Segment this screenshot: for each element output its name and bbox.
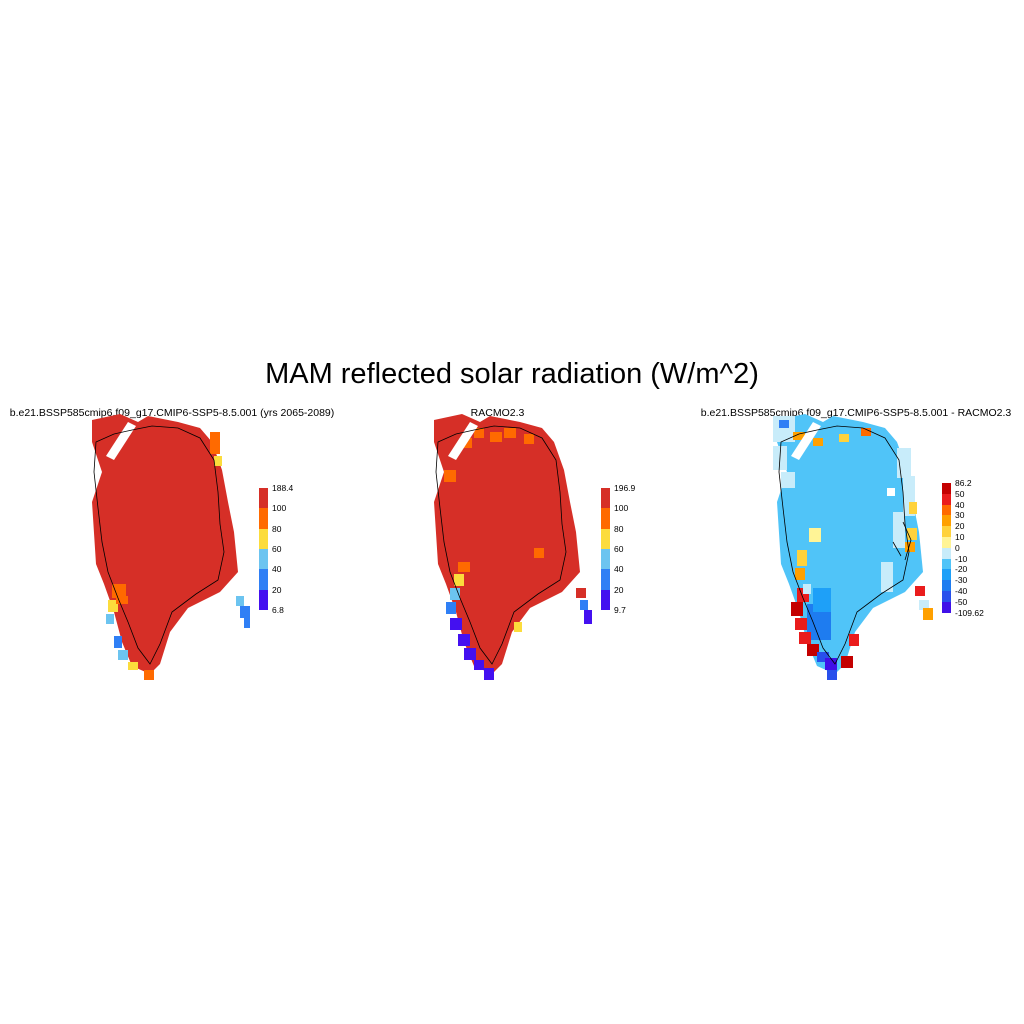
colorbar-label: 80 bbox=[272, 523, 282, 534]
colorbar-label: 86.2 bbox=[955, 478, 972, 488]
map-gap bbox=[448, 422, 478, 460]
colorbar-label: -20 bbox=[955, 564, 968, 575]
colorbar-swatch bbox=[601, 589, 610, 611]
colorbar-swatch bbox=[942, 601, 951, 614]
colorbar-swatch bbox=[259, 589, 268, 611]
colorbar-label: 10 bbox=[955, 532, 965, 542]
coastline bbox=[435, 425, 567, 665]
colorbar-swatch bbox=[601, 528, 610, 550]
colorbar-label: 50 bbox=[955, 488, 965, 499]
colorbar-label: -10 bbox=[955, 553, 968, 564]
colorbar-label: 9.7 bbox=[614, 604, 626, 615]
colorbar-swatch bbox=[259, 508, 268, 530]
colorbar-label: 60 bbox=[272, 543, 282, 554]
colorbar-label: 30 bbox=[955, 510, 965, 521]
colorbar-swatch bbox=[942, 526, 951, 538]
greenland-map-difference bbox=[773, 414, 933, 680]
colorbar-swatch bbox=[942, 483, 951, 495]
coastline-detail bbox=[892, 521, 912, 561]
colorbar-swatch bbox=[942, 558, 951, 570]
coastline bbox=[93, 425, 225, 665]
colorbar-label: 0 bbox=[955, 542, 960, 553]
colorbar-swatch bbox=[601, 488, 610, 509]
colorbar-label: 100 bbox=[272, 503, 287, 514]
colorbar-label: 100 bbox=[614, 503, 629, 514]
colorbar-label: 40 bbox=[272, 564, 282, 575]
colorbar-label: -40 bbox=[955, 586, 968, 596]
map-field bbox=[434, 414, 592, 680]
colorbar-swatch bbox=[942, 580, 951, 592]
colorbar-label: -50 bbox=[955, 596, 968, 607]
map-field bbox=[92, 414, 250, 680]
colorbar-label: -109.62 bbox=[955, 607, 984, 618]
colorbar-label: 20 bbox=[955, 521, 965, 532]
colorbar-label: -30 bbox=[955, 575, 968, 586]
greenland-map-racmo bbox=[434, 414, 592, 680]
colorbar-swatch bbox=[601, 569, 610, 590]
colorbar-label: 20 bbox=[614, 584, 624, 595]
colorbar-swatch bbox=[259, 528, 268, 550]
colorbar-label: 40 bbox=[614, 564, 624, 575]
colorbar-swatch bbox=[942, 515, 951, 527]
colorbar-swatch bbox=[601, 548, 610, 570]
colorbar-label: 80 bbox=[614, 523, 624, 534]
colorbar-label: 60 bbox=[614, 543, 624, 554]
colorbar-swatch bbox=[942, 547, 951, 560]
colorbar-label: 6.8 bbox=[272, 604, 284, 615]
colorbar-swatch bbox=[601, 508, 610, 530]
map-gap bbox=[791, 422, 821, 460]
colorbar-label: 20 bbox=[272, 584, 282, 595]
colorbar-swatch bbox=[259, 548, 268, 570]
colorbar-swatch bbox=[942, 569, 951, 581]
colorbar-swatch bbox=[942, 493, 951, 506]
colorbar-label: 40 bbox=[955, 499, 965, 510]
colorbar-label: 196.9 bbox=[614, 483, 636, 493]
coastline bbox=[778, 425, 910, 665]
colorbar-swatch bbox=[942, 591, 951, 603]
colorbar-label: 188.4 bbox=[272, 483, 294, 493]
colorbar-swatch bbox=[259, 488, 268, 509]
greenland-map-model bbox=[92, 414, 250, 680]
colorbar-swatch bbox=[259, 569, 268, 590]
map-field bbox=[773, 414, 933, 680]
colorbar-swatch bbox=[942, 537, 951, 549]
figure-title: MAM reflected solar radiation (W/m^2) bbox=[265, 358, 759, 390]
panel-title-model: b.e21.BSSP585cmip6.f09_g17.CMIP6-SSP5-8.… bbox=[9, 407, 335, 419]
colorbar-swatch bbox=[942, 504, 951, 516]
panel-title-racmo: RACMO2.3 bbox=[470, 407, 525, 419]
map-gap bbox=[106, 422, 136, 460]
